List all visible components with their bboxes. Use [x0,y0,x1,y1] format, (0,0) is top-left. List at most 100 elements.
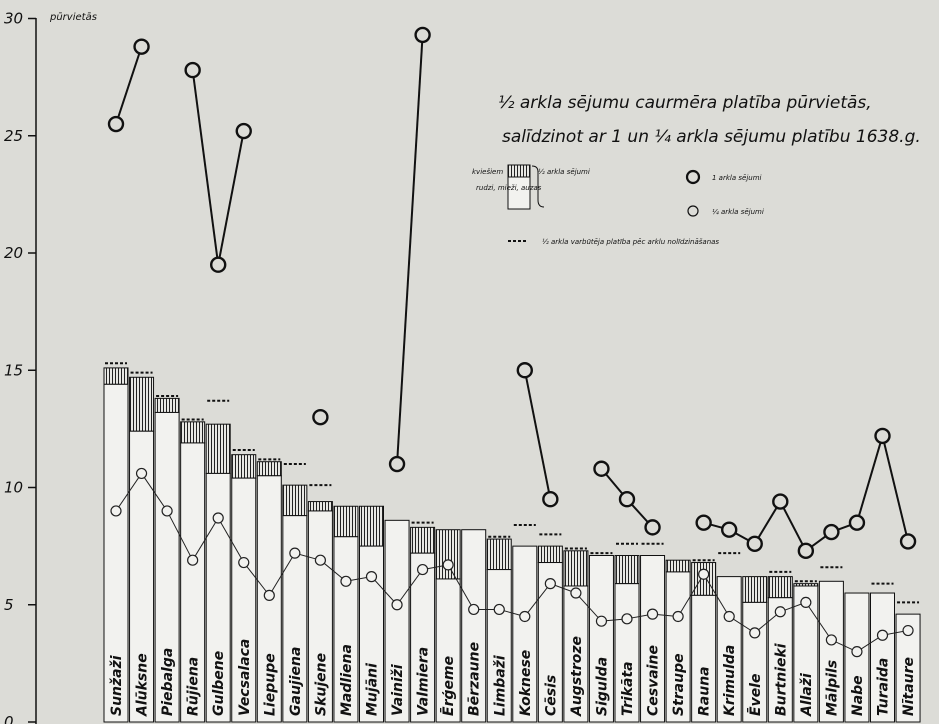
small-point-18 [570,587,582,599]
small-line-22 [677,574,705,617]
small-point-1 [135,467,148,480]
bar-hatched-15 [486,538,512,571]
category-label-20: Trikāta [620,661,636,716]
legend: kviešiem rudzi, mieži, auzas ½ arkla sēj… [472,164,764,246]
small-line-1 [141,473,168,512]
category-label-16: Koknese [518,650,534,716]
category-label-5: Vecsalaca [237,639,253,716]
bar-hatched-17 [537,545,563,564]
small-point-10 [365,571,378,583]
bar-plain-29 [844,592,870,723]
small-point-7 [289,547,301,559]
big-point-26 [772,493,789,510]
bar-hatched-13 [435,529,461,580]
small-point-24 [723,610,735,623]
bar-plain-1 [129,430,155,723]
y-tick-label-3: 15 [4,361,23,379]
small-point-8 [314,554,326,566]
big-line-14 [881,435,910,542]
small-point-15 [493,603,505,616]
small-point-0 [110,505,122,517]
small-point-27 [800,596,812,609]
bar-plain-30 [870,592,895,723]
big-line-10 [779,501,807,552]
category-label-10: Mujāni [365,663,381,716]
big-point-8 [312,408,329,426]
category-label-4: Gulbene [211,651,227,716]
bar-plain-5 [231,477,257,723]
big-point-29 [848,514,866,531]
bar-hatched-18 [563,550,589,587]
category-label-29: Nabe [850,675,866,716]
category-label-13: Ērģeme [439,656,457,716]
y-axis-unit-label: pūrvietās [49,12,97,23]
legend-big-circle-label: 1 arkla sējumi [712,174,762,182]
big-line-0 [115,46,143,125]
bar-plain-23 [691,594,717,723]
bar-hatched-12 [410,526,436,554]
legend-box-label-0: kviešiem [472,168,503,176]
legend-box-label-1: rudzi, mieži, auzas [476,184,542,192]
small-line-23 [703,574,730,617]
legend-big-circle [685,169,701,185]
category-label-15: Limbaži [492,655,508,716]
big-point-4 [209,256,227,273]
bar-plain-11 [384,519,410,723]
small-point-29 [851,646,863,658]
bar-plain-22 [665,571,691,723]
small-point-3 [187,554,199,566]
bar-plain-20 [614,583,640,723]
small-point-23 [698,568,710,580]
category-label-1: Alūksne [135,653,151,717]
big-point-25 [746,535,763,552]
bar-hatched-3 [180,421,206,444]
y-tick-label-0: 0 [4,713,14,724]
small-point-2 [161,505,173,517]
bar-hatched-20 [614,555,640,585]
bar-plain-2 [154,411,180,723]
y-tick-label-2: 10 [4,479,23,497]
category-label-9: Madliena [339,644,355,716]
category-label-11: Vainiži [390,664,406,716]
big-point-5 [235,122,252,140]
bar-plain-16 [512,545,538,723]
category-label-18: Augstroze [569,636,585,717]
big-point-21 [644,519,661,536]
bar-plain-14 [461,529,487,723]
small-point-20 [621,613,633,625]
big-point-3 [184,61,201,79]
small-line-11 [396,569,424,606]
legend-small-circle-label: ¼ arkla sējumi [712,208,764,216]
bar-hatched-6 [256,461,282,477]
big-point-27 [797,542,815,560]
bar-plain-18 [563,585,589,723]
bar-hatched-4 [205,423,231,474]
bar-plain-21 [640,555,666,723]
bar-hatched-10 [359,505,384,547]
legend-brace [531,165,545,208]
big-point-20 [618,491,636,508]
legend-line-label: ½ arkla varbūtēja platība pēc arklu nolī… [542,238,719,246]
small-line-3 [192,517,219,561]
y-tick-label-1: 5 [4,596,14,614]
bars [103,362,921,723]
small-line-4 [217,517,245,563]
category-label-6: Liepupe [262,653,278,716]
big-point-11 [388,455,406,473]
category-label-8: Skujene [313,653,329,716]
category-label-24: Krimulda [722,645,738,716]
legend-swatch-hatched [507,164,531,178]
small-point-14 [468,603,480,616]
bar-hatched-0 [103,367,129,385]
category-label-22: Straupe [671,653,687,716]
category-label-25: Ēvele [746,674,764,716]
big-line-1 [191,69,220,265]
category-label-7: Gaujiena [288,647,304,716]
big-line-3 [396,34,424,465]
bar-plain-4 [205,472,231,723]
small-point-17 [544,578,556,590]
bar-hatched-2 [154,397,180,413]
bar-hatched-1 [129,376,155,432]
big-line-9 [753,501,782,545]
big-point-0 [107,115,125,133]
